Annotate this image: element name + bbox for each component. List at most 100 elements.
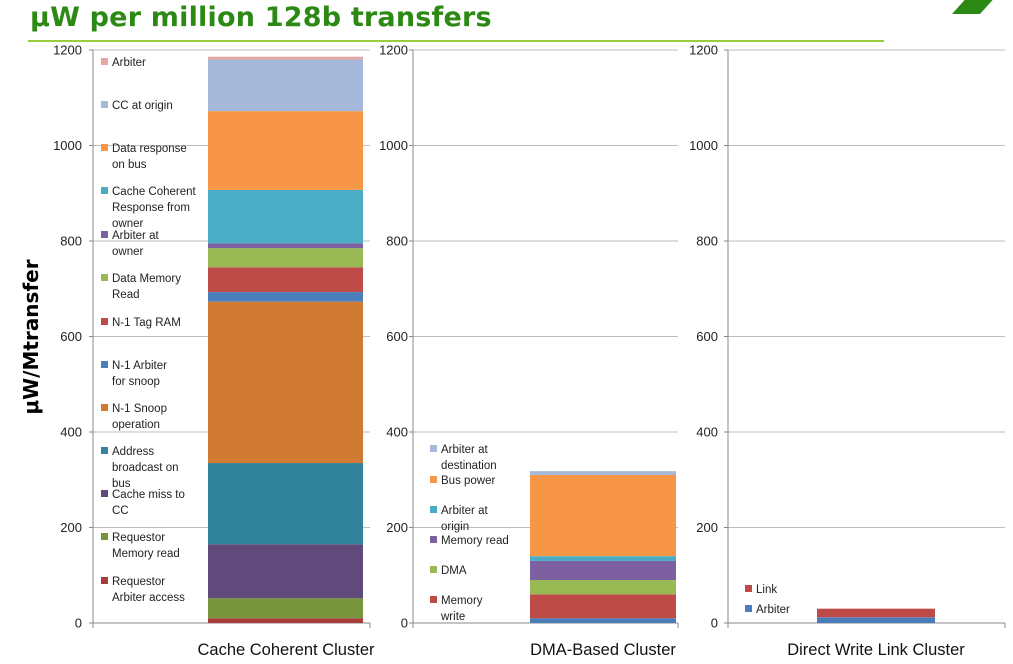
category-label: DMA-Based Cluster <box>530 641 676 659</box>
legend-swatch <box>745 605 752 612</box>
bar-segment <box>208 544 363 599</box>
legend-swatch <box>101 274 108 281</box>
legend-label: Response from <box>112 202 190 214</box>
bar-segment <box>530 580 676 595</box>
y-tick-label: 200 <box>386 520 408 535</box>
legend-swatch <box>430 596 437 603</box>
legend-label: Arbiter <box>112 57 146 69</box>
legend-label: on bus <box>112 159 147 171</box>
legend-label: Arbiter at <box>441 444 488 456</box>
bar-segment <box>208 301 363 464</box>
y-tick-label: 400 <box>386 425 408 440</box>
y-tick-label: 0 <box>75 616 82 631</box>
bar-segment <box>530 594 676 619</box>
bar-segment <box>208 463 363 545</box>
logo-icon <box>952 0 993 14</box>
legend-label: Arbiter at <box>441 505 488 517</box>
legend-label: origin <box>441 521 469 533</box>
legend-label: Memory read <box>112 548 180 560</box>
legend-label: N-1 Arbiter <box>112 360 167 372</box>
legend-swatch <box>101 144 108 151</box>
legend-swatch <box>101 577 108 584</box>
legend-label: Read <box>112 289 140 301</box>
y-tick-label: 1200 <box>689 43 718 58</box>
legend-label: for snoop <box>112 376 160 388</box>
y-tick-label: 600 <box>60 329 82 344</box>
bar-segment <box>817 617 935 623</box>
legend-swatch <box>101 533 108 540</box>
y-tick-label: 400 <box>60 425 82 440</box>
legend-label: Memory read <box>441 535 509 547</box>
y-tick-label: 1200 <box>379 43 408 58</box>
bar-segment <box>817 608 935 618</box>
y-tick-label: 1000 <box>53 138 82 153</box>
legend-label: Requestor <box>112 532 165 544</box>
y-tick-label: 200 <box>60 520 82 535</box>
legend-label: Arbiter at <box>112 230 159 242</box>
y-tick-label: 1000 <box>689 138 718 153</box>
y-axis-label: μW/Mtransfer <box>19 259 43 414</box>
bar-segment <box>208 618 363 623</box>
y-tick-label: 800 <box>386 234 408 249</box>
legend-swatch <box>101 231 108 238</box>
y-tick-label: 600 <box>696 329 718 344</box>
category-label: Cache Coherent Cluster <box>197 641 375 659</box>
legend-label: Data response <box>112 143 187 155</box>
bar-segment <box>208 243 363 249</box>
legend-swatch <box>430 506 437 513</box>
legend-swatch <box>101 101 108 108</box>
legend-swatch <box>101 404 108 411</box>
legend-label: DMA <box>441 565 467 577</box>
bar-segment <box>530 471 676 475</box>
legend-swatch <box>430 566 437 573</box>
legend-swatch <box>430 445 437 452</box>
legend-swatch <box>101 490 108 497</box>
bar-segment <box>208 111 363 190</box>
bar-segment <box>530 474 676 557</box>
y-tick-label: 1200 <box>53 43 82 58</box>
bar-segment <box>208 59 363 112</box>
bar-segment <box>530 560 676 581</box>
y-tick-label: 800 <box>696 234 718 249</box>
legend-swatch <box>101 187 108 194</box>
bar-segment <box>530 618 676 623</box>
bar-segment <box>208 292 363 302</box>
bar-segment <box>530 556 676 561</box>
bar-segment <box>208 56 363 60</box>
bar-segment <box>208 189 363 244</box>
legend-swatch <box>101 58 108 65</box>
legend-swatch <box>101 447 108 454</box>
y-tick-label: 0 <box>401 616 408 631</box>
y-tick-label: 1000 <box>379 138 408 153</box>
legend-label: Data Memory <box>112 273 181 285</box>
legend-label: N-1 Tag RAM <box>112 317 181 329</box>
legend-label: destination <box>441 460 497 472</box>
category-label: Direct Write Link Cluster <box>787 641 965 659</box>
y-tick-label: 0 <box>711 616 718 631</box>
legend-label: Requestor <box>112 576 165 588</box>
y-tick-label: 800 <box>60 234 82 249</box>
y-tick-label: 400 <box>696 425 718 440</box>
bar-segment <box>208 267 363 293</box>
legend-label: Arbiter <box>756 604 790 616</box>
legend-label: write <box>440 611 465 623</box>
legend-label: owner <box>112 246 143 258</box>
legend-label: bus <box>112 478 131 490</box>
legend-swatch <box>745 585 752 592</box>
title-underline <box>28 40 884 42</box>
bar-segment <box>208 598 363 619</box>
y-tick-label: 200 <box>696 520 718 535</box>
y-tick-label: 600 <box>386 329 408 344</box>
legend-label: CC <box>112 505 129 517</box>
legend-label: Arbiter access <box>112 592 185 604</box>
legend-label: owner <box>112 218 143 230</box>
legend-label: N-1 Snoop <box>112 403 167 415</box>
legend-label: Cache Coherent <box>112 186 197 198</box>
legend-label: Memory <box>441 595 483 607</box>
legend-label: Address <box>112 446 154 458</box>
legend-label: Link <box>756 584 777 596</box>
legend-label: broadcast on <box>112 462 179 474</box>
legend-label: operation <box>112 419 160 431</box>
